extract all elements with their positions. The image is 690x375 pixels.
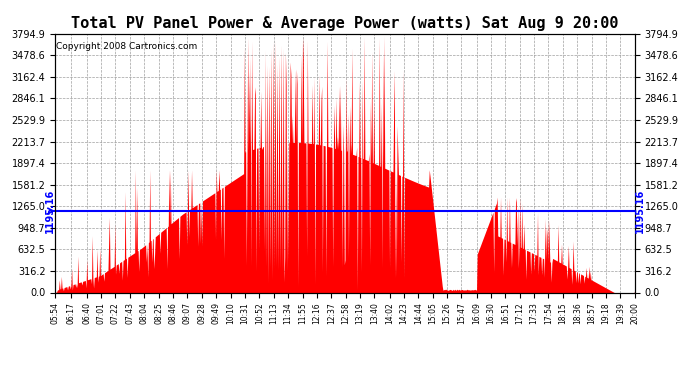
Title: Total PV Panel Power & Average Power (watts) Sat Aug 9 20:00: Total PV Panel Power & Average Power (wa… xyxy=(71,16,619,31)
Text: Copyright 2008 Cartronics.com: Copyright 2008 Cartronics.com xyxy=(57,42,197,51)
Text: 1195.16: 1195.16 xyxy=(45,189,55,233)
Text: 1195.16: 1195.16 xyxy=(635,189,645,233)
